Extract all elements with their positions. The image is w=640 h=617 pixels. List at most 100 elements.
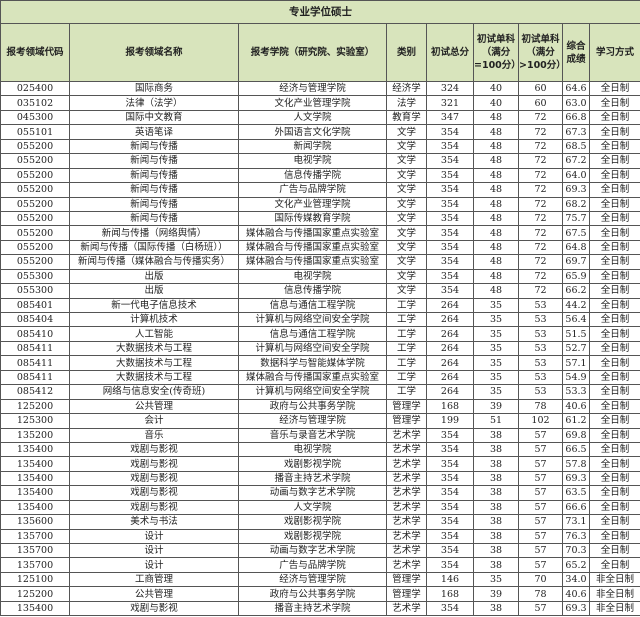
cell-total: 354 [426, 470, 474, 487]
cell-total: 264 [426, 297, 474, 314]
cell-category: 工学 [386, 297, 427, 314]
cell-single-over-100: 57 [518, 528, 563, 545]
cell-school: 文化产业管理学院 [238, 196, 387, 212]
cell-total: 354 [426, 485, 474, 501]
cell-single-100: 35 [473, 326, 519, 342]
cell-single-100: 48 [473, 225, 519, 241]
cell-study-mode: 全日制 [588, 311, 640, 328]
cell-field-name: 出版 [69, 268, 239, 285]
cell-single-100: 48 [473, 196, 519, 212]
cell-code: 135700 [0, 542, 70, 559]
cell-single-100: 38 [473, 514, 519, 530]
cell-field-name: 戏剧与影视 [69, 499, 239, 516]
cell-code: 055200 [0, 167, 70, 184]
header-col-category: 类别 [386, 23, 427, 82]
cell-study-mode: 全日制 [588, 80, 640, 97]
cell-school: 人文学院 [238, 499, 387, 516]
cell-study-mode: 全日制 [588, 398, 640, 415]
cell-total: 264 [426, 326, 474, 342]
cell-study-mode: 全日制 [588, 268, 640, 285]
cell-field-name: 大数据技术与工程 [69, 369, 239, 386]
cell-field-name: 新闻与传播（国际传播（白杨班）） [69, 239, 239, 256]
cell-total: 168 [426, 586, 474, 602]
cell-code: 085411 [0, 355, 70, 371]
cell-category: 文学 [386, 138, 427, 155]
cell-single-100: 35 [473, 355, 519, 371]
cell-school: 播音主持艺术学院 [238, 470, 387, 487]
cell-field-name: 工商管理 [69, 571, 239, 588]
table-row: 135700 设计 广告与品牌学院 艺术学 354 38 57 65.2 全日制 [0, 557, 640, 573]
cell-field-name: 法律（法学） [69, 95, 239, 111]
cell-field-name: 大数据技术与工程 [69, 355, 239, 371]
cell-study-mode: 全日制 [588, 182, 640, 198]
cell-overall: 67.2 [562, 153, 590, 169]
cell-overall: 51.5 [562, 326, 590, 342]
cell-total: 264 [426, 369, 474, 386]
cell-overall: 69.8 [562, 427, 590, 443]
cell-school: 计算机与网络空间安全学院 [238, 384, 387, 400]
cell-study-mode: 全日制 [588, 456, 640, 472]
cell-school: 信息传播学院 [238, 167, 387, 184]
table-row: 125300 会计 经济与管理学院 管理学 199 51 102 61.2 全日制 [0, 413, 640, 429]
cell-study-mode: 全日制 [588, 326, 640, 342]
cell-school: 电视学院 [238, 268, 387, 285]
cell-school: 戏剧影视学院 [238, 528, 387, 545]
cell-code: 125200 [0, 398, 70, 415]
cell-overall: 53.3 [562, 384, 590, 400]
cell-total: 354 [426, 124, 474, 140]
cell-code: 055300 [0, 283, 70, 299]
cell-code: 135700 [0, 528, 70, 545]
cell-category: 工学 [386, 311, 427, 328]
cell-study-mode: 全日制 [588, 514, 640, 530]
cell-overall: 57.8 [562, 456, 590, 472]
cell-overall: 61.2 [562, 413, 590, 429]
cell-code: 135400 [0, 456, 70, 472]
cell-field-name: 设计 [69, 557, 239, 573]
cell-study-mode: 全日制 [588, 167, 640, 184]
table-row: 125200 公共管理 政府与公共事务学院 管理学 168 39 78 40.6 非全日制 [0, 586, 640, 602]
cell-single-over-100: 57 [518, 485, 563, 501]
table-row: 045300 国际中文教育 人文学院 教育学 347 48 72 66.8 全日制 [0, 109, 640, 126]
cell-category: 工学 [386, 369, 427, 386]
cell-study-mode: 全日制 [588, 485, 640, 501]
cell-field-name: 戏剧与影视 [69, 485, 239, 501]
cell-field-name: 戏剧与影视 [69, 600, 239, 617]
cell-single-100: 35 [473, 369, 519, 386]
cell-school: 外国语言文化学院 [238, 124, 387, 140]
cell-school: 媒体融合与传播国家重点实验室 [238, 254, 387, 270]
cell-overall: 64.8 [562, 239, 590, 256]
cell-study-mode: 非全日制 [588, 586, 640, 602]
table-row: 055300 出版 电视学院 文学 354 48 72 65.9 全日制 [0, 268, 640, 285]
cell-school: 电视学院 [238, 153, 387, 169]
cell-category: 工学 [386, 384, 427, 400]
cell-code: 135200 [0, 427, 70, 443]
cell-study-mode: 全日制 [588, 427, 640, 443]
cell-single-100: 38 [473, 499, 519, 516]
cell-overall: 54.9 [562, 369, 590, 386]
cell-single-100: 40 [473, 80, 519, 97]
cell-category: 艺术学 [386, 542, 427, 559]
cell-field-name: 新闻与传播 [69, 153, 239, 169]
cell-code: 135400 [0, 600, 70, 617]
cell-overall: 52.7 [562, 340, 590, 357]
cell-school: 媒体融合与传播国家重点实验室 [238, 239, 387, 256]
cell-single-over-100: 57 [518, 470, 563, 487]
cell-category: 管理学 [386, 571, 427, 588]
cell-single-over-100: 53 [518, 369, 563, 386]
cell-school: 媒体融合与传播国家重点实验室 [238, 369, 387, 386]
cell-single-over-100: 72 [518, 210, 563, 227]
cell-field-name: 公共管理 [69, 398, 239, 415]
cell-overall: 68.2 [562, 196, 590, 212]
cell-total: 354 [426, 456, 474, 472]
cell-school: 经济与管理学院 [238, 80, 387, 97]
table-row: 085401 新一代电子信息技术 信息与通信工程学院 工学 264 35 53 44.2 全日制 [0, 297, 640, 314]
cell-total: 354 [426, 167, 474, 184]
cell-single-100: 38 [473, 470, 519, 487]
cell-overall: 69.7 [562, 254, 590, 270]
cell-overall: 40.6 [562, 586, 590, 602]
table-row: 055101 英语笔译 外国语言文化学院 文学 354 48 72 67.3 全日制 [0, 124, 640, 140]
cell-single-100: 38 [473, 441, 519, 458]
cell-code: 055200 [0, 225, 70, 241]
cell-category: 艺术学 [386, 456, 427, 472]
